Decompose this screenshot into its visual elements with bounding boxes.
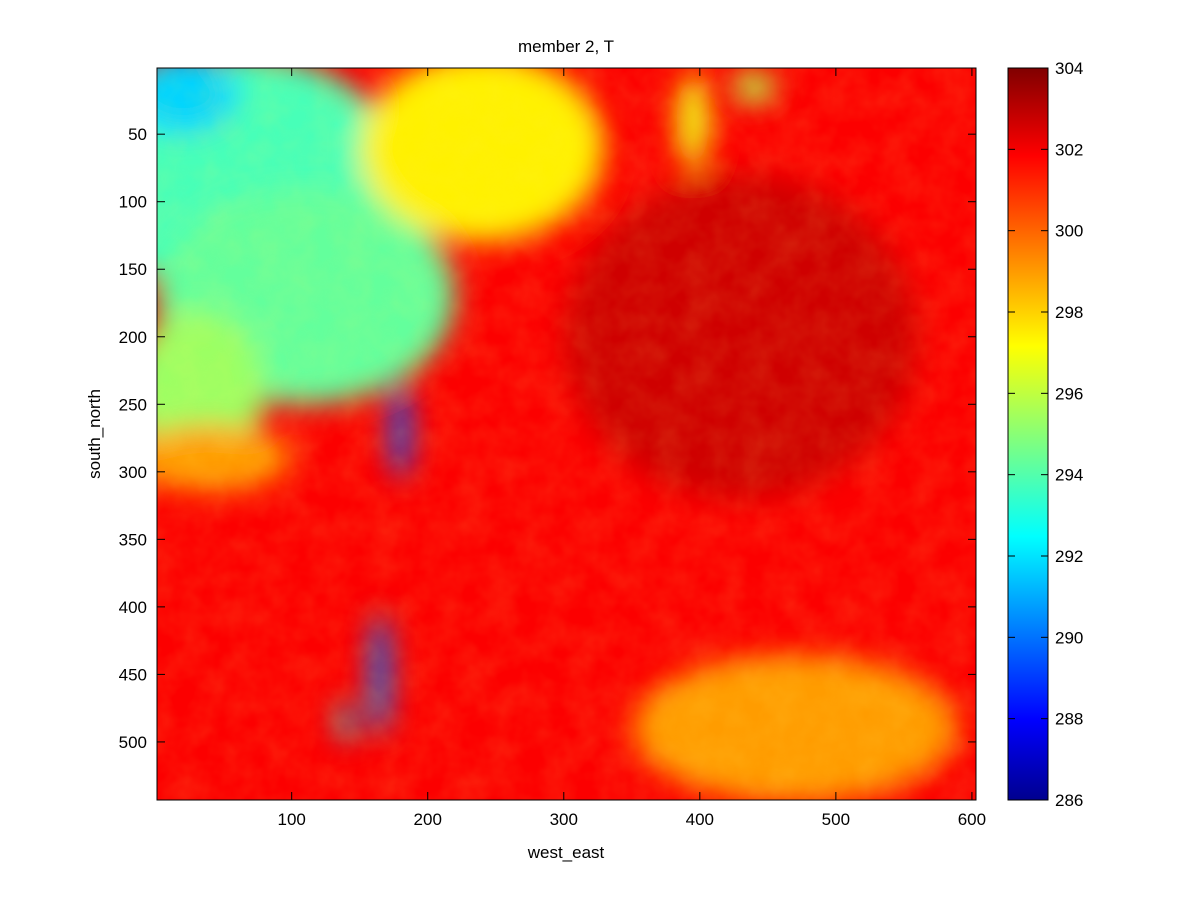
colorbar: 286 288 290 292 294 296 298 300 302 304 — [1007, 59, 1083, 810]
x-tick-label: 400 — [686, 810, 714, 829]
colorbar-tick-label: 296 — [1055, 384, 1083, 403]
x-axis: 100 200 300 400 500 600 — [277, 68, 986, 829]
chart-title: member 2, T — [518, 37, 614, 56]
y-axis-label: south_north — [85, 389, 104, 479]
colorbar-tick-label: 290 — [1055, 628, 1083, 647]
plot-area — [157, 68, 976, 800]
colorbar-frame — [1007, 67, 1049, 801]
y-tick-label: 50 — [128, 125, 147, 144]
colorbar-tick-label: 304 — [1055, 59, 1083, 78]
y-tick-label: 200 — [119, 328, 147, 347]
y-tick-label: 250 — [119, 395, 147, 414]
colorbar-tick-label: 300 — [1055, 222, 1083, 241]
y-tick-label: 100 — [119, 193, 147, 212]
y-tick-label: 150 — [119, 260, 147, 279]
colorbar-tick-label: 294 — [1055, 466, 1083, 485]
colorbar-tick-label: 288 — [1055, 710, 1083, 729]
y-tick-label: 350 — [119, 530, 147, 549]
x-tick-label: 100 — [277, 810, 305, 829]
colorbar-tick-label: 298 — [1055, 303, 1083, 322]
colorbar-gradient — [1008, 68, 1048, 800]
colorbar-ticks: 286 288 290 292 294 296 298 300 302 304 — [1008, 59, 1083, 810]
x-tick-label: 500 — [822, 810, 850, 829]
colorbar-tick-label: 292 — [1055, 547, 1083, 566]
y-tick-label: 300 — [119, 463, 147, 482]
plot-frame — [156, 67, 977, 801]
y-tick-label: 450 — [119, 665, 147, 684]
y-tick-label: 400 — [119, 598, 147, 617]
x-tick-label: 200 — [414, 810, 442, 829]
y-axis: 50 100 150 200 250 300 350 400 450 500 — [119, 125, 976, 752]
colorbar-tick-label: 302 — [1055, 140, 1083, 159]
x-axis-label: west_east — [527, 843, 605, 862]
x-tick-label: 600 — [958, 810, 986, 829]
heatmap-texture — [157, 68, 976, 800]
x-tick-label: 300 — [550, 810, 578, 829]
y-tick-label: 500 — [119, 733, 147, 752]
colorbar-tick-label: 286 — [1055, 791, 1083, 810]
